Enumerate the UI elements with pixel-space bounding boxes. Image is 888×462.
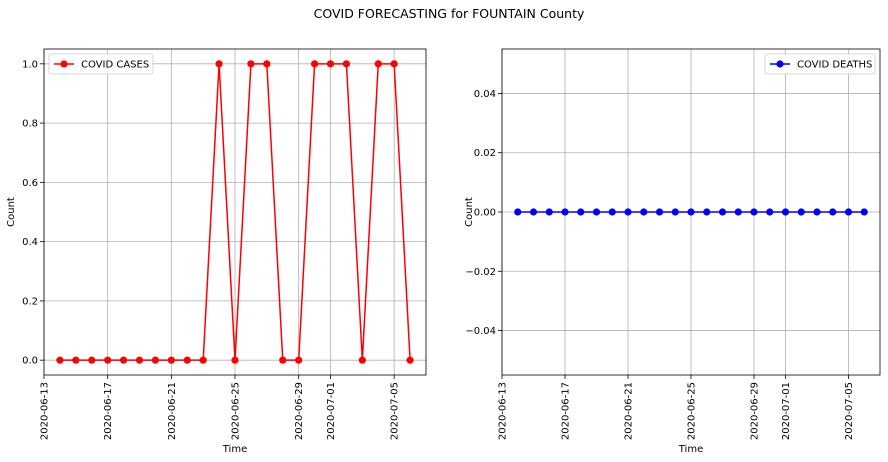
x-axis-label: Time: [678, 444, 703, 455]
data-point: [529, 208, 538, 216]
y-tick-label: 0.2: [22, 296, 38, 307]
data-point: [88, 356, 96, 364]
data-point: [545, 208, 553, 216]
data-point: [860, 208, 868, 216]
data-point: [199, 356, 207, 364]
data-point: [406, 356, 414, 364]
data-point: [119, 356, 128, 364]
data-point: [358, 356, 366, 364]
y-tick-label: 0.0: [22, 356, 38, 367]
x-tick-label: 2020-06-25: [231, 382, 242, 440]
y-axis-label: Count: [6, 197, 17, 227]
y-axis-label: Count: [464, 197, 475, 227]
legend-box: [764, 53, 876, 75]
data-point: [750, 208, 758, 216]
x-tick-label: 2020-07-05: [390, 382, 401, 440]
x-tick-label: 2020-06-25: [687, 382, 698, 440]
data-point: [640, 208, 648, 216]
x-tick-label: 2020-06-21: [624, 382, 635, 440]
x-tick-label: 2020-07-01: [781, 382, 792, 440]
x-axis-label: Time: [222, 444, 247, 455]
data-point: [183, 356, 191, 364]
y-tick-label: 0.00: [474, 208, 496, 219]
y-tick-label: −0.04: [465, 326, 496, 337]
data-point: [151, 356, 160, 364]
legend-label: COVID DEATHS: [797, 60, 872, 71]
x-tick-label: 2020-07-05: [844, 382, 855, 440]
x-tick-label: 2020-06-13: [40, 382, 51, 440]
cases-chart: 2020-06-13 2020-06-17 2020-06-21 2020-06-25…: [6, 48, 427, 455]
legend-label: COVID CASES: [81, 60, 149, 71]
legend-marker: [776, 60, 784, 68]
data-point: [104, 356, 112, 364]
data-point: [797, 208, 805, 216]
data-point: [813, 208, 821, 216]
data-point: [514, 208, 522, 216]
data-point: [844, 208, 853, 216]
y-tick-label: 0.6: [22, 178, 38, 189]
x-tick-label: 2020-06-21: [167, 382, 178, 440]
x-tick-label: 2020-06-13: [498, 382, 509, 440]
x-tick-label: 2020-06-29: [750, 382, 761, 440]
y-tick-label: −0.02: [465, 267, 496, 278]
deaths-chart: 2020-06-13 2020-06-17 2020-06-21 2020-06-25…: [464, 48, 881, 455]
data-point: [608, 208, 616, 216]
data-point: [374, 60, 382, 68]
y-tick-label: 1.0: [22, 59, 38, 70]
data-point: [655, 208, 664, 216]
y-tick-label: 0.8: [22, 119, 38, 130]
data-point: [279, 356, 287, 364]
data-point: [718, 208, 727, 216]
data-point: [263, 60, 271, 68]
data-point: [56, 356, 64, 364]
data-point: [734, 208, 742, 216]
data-point: [167, 356, 175, 364]
data-point: [781, 208, 790, 216]
data-point: [342, 60, 351, 68]
data-point: [592, 208, 601, 216]
y-tick-label: 0.04: [474, 89, 496, 100]
data-point: [624, 208, 632, 216]
legend: COVID DEATHS: [764, 53, 876, 75]
x-tick-label: 2020-07-01: [326, 382, 337, 440]
legend-box: [48, 53, 154, 75]
data-point: [766, 208, 774, 216]
y-tick-label: 0.4: [22, 237, 38, 248]
data-point: [310, 60, 319, 68]
x-tick-label: 2020-06-17: [103, 382, 114, 440]
data-point: [561, 208, 569, 216]
figure-title: COVID FORECASTING for FOUNTAIN County: [314, 6, 585, 21]
data-point: [247, 60, 255, 68]
data-point: [829, 208, 837, 216]
data-point: [390, 60, 398, 68]
data-point: [577, 208, 585, 216]
data-point: [231, 356, 239, 364]
data-point: [135, 356, 144, 364]
data-point: [215, 60, 223, 68]
x-tick-label: 2020-06-29: [294, 382, 305, 440]
data-point: [295, 356, 303, 364]
data-point: [72, 356, 80, 364]
data-point: [326, 60, 335, 68]
legend: COVID CASES: [48, 53, 154, 75]
data-point: [687, 208, 695, 216]
y-tick-label: 0.02: [474, 148, 496, 159]
data-point: [671, 208, 679, 216]
x-tick-label: 2020-06-17: [561, 382, 572, 440]
legend-marker: [60, 60, 68, 68]
data-point: [703, 208, 711, 216]
